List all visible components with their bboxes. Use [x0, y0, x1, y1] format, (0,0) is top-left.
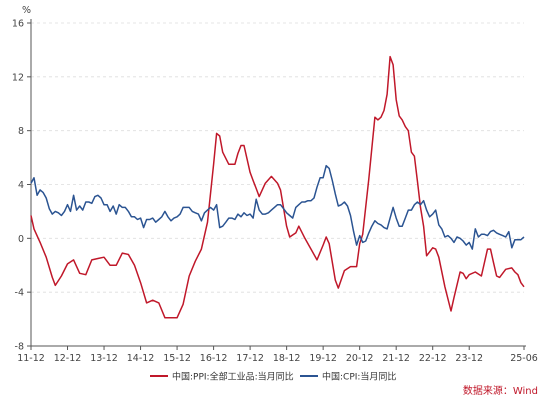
x-tick-label: 14-12	[127, 353, 155, 364]
grid-lines	[31, 22, 524, 293]
x-tick-label: 15-12	[163, 353, 191, 364]
x-tick-label: 18-12	[273, 353, 301, 364]
x-tick-label: 19-12	[309, 353, 337, 364]
x-tick-label: 25-06	[510, 353, 538, 364]
series-line-1	[30, 164, 525, 250]
x-tick-label: 13-12	[90, 353, 118, 364]
y-tick-label: 8	[18, 126, 24, 137]
x-tick-label: 17-12	[236, 353, 264, 364]
x-tick-label: 20-12	[346, 353, 374, 364]
y-tick-label: -4	[15, 288, 24, 299]
x-tick-label: 16-12	[200, 353, 228, 364]
legend-label-1: 中国:CPI:当月同比	[322, 371, 396, 383]
series-lines	[30, 55, 525, 319]
x-tick-labels: 11-12 12-12 13-12 14-12 15-12 16-12 17-12 18-12…	[17, 353, 538, 364]
y-tick-label: -8	[15, 342, 24, 353]
y-tick-labels: -8 -4 0 4 8 12 16	[12, 19, 24, 353]
legend: 中国:PPI:全部工业品:当月同比 中国:CPI:当月同比	[150, 371, 396, 383]
y-tick-label: 0	[18, 234, 24, 245]
y-tick-label: 4	[18, 180, 24, 191]
y-tick-label: 16	[12, 19, 24, 30]
y-tick-label: 12	[12, 72, 24, 83]
x-tick-label: 11-12	[17, 353, 45, 364]
x-tick-label: 12-12	[54, 353, 82, 364]
x-tick-label: 21-12	[382, 353, 410, 364]
source-note: 数据来源：Wind	[463, 384, 538, 397]
x-tick-label: 22-12	[419, 353, 447, 364]
y-unit-label: %	[22, 5, 31, 16]
series-line-0	[30, 55, 525, 319]
legend-label-0: 中国:PPI:全部工业品:当月同比	[172, 371, 294, 383]
x-tick-label: 23-12	[455, 353, 483, 364]
